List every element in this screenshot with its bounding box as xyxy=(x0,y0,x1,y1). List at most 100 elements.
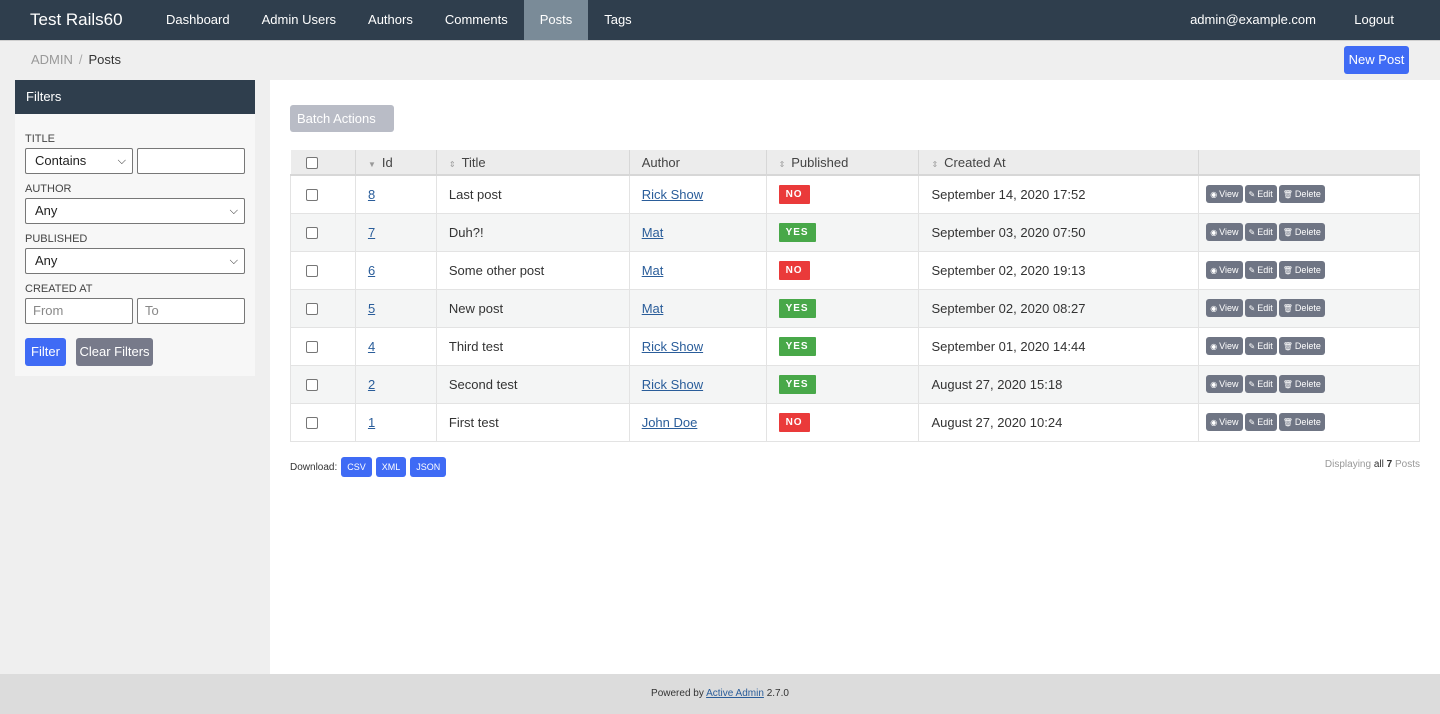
delete-button[interactable]: 🗑 Delete xyxy=(1278,337,1325,355)
author-link[interactable]: Rick Show xyxy=(641,376,704,392)
author-link[interactable]: Rick Show xyxy=(641,338,704,354)
eye-icon: ◉ xyxy=(1210,380,1218,389)
row-checkbox[interactable] xyxy=(306,341,318,354)
view-button[interactable]: ◉ View xyxy=(1206,223,1243,241)
nav-posts[interactable]: Posts xyxy=(523,0,589,40)
delete-button[interactable]: 🗑 Delete xyxy=(1278,375,1325,393)
status-badge: YES xyxy=(778,298,816,318)
row-select-cell xyxy=(290,250,356,290)
column-published-label: Published xyxy=(791,154,849,170)
view-button[interactable]: ◉ View xyxy=(1206,413,1243,431)
author-link[interactable]: Rick Show xyxy=(641,186,704,202)
table-row: 2 Second test Rick Show YES August 27, 2020 … xyxy=(290,364,1420,404)
column-created-at[interactable]: ⇕ Created At xyxy=(918,150,1200,176)
post-id-link[interactable]: 1 xyxy=(367,414,376,430)
view-button[interactable]: ◉ View xyxy=(1206,261,1243,279)
view-button[interactable]: ◉ View xyxy=(1206,337,1243,355)
view-button[interactable]: ◉ View xyxy=(1206,185,1243,204)
eye-icon: ◉ xyxy=(1210,304,1218,313)
delete-label: Delete xyxy=(1294,379,1321,389)
edit-button[interactable]: ✎ Edit xyxy=(1244,413,1277,431)
delete-button[interactable]: 🗑 Delete xyxy=(1278,223,1325,241)
row-checkbox[interactable] xyxy=(306,303,318,316)
row-checkbox[interactable] xyxy=(306,265,318,278)
download-xml-button[interactable]: XML xyxy=(375,457,407,477)
column-published[interactable]: ⇕ Published xyxy=(766,150,920,176)
edit-button[interactable]: ✎ Edit xyxy=(1244,261,1277,279)
edit-button[interactable]: ✎ Edit xyxy=(1244,223,1277,241)
row-checkbox[interactable] xyxy=(306,227,318,240)
edit-button[interactable]: ✎ Edit xyxy=(1244,337,1277,355)
delete-label: Delete xyxy=(1294,341,1321,351)
post-id-link[interactable]: 7 xyxy=(367,224,376,240)
status-badge: YES xyxy=(778,336,816,356)
column-id[interactable]: ▼ Id xyxy=(355,150,437,176)
clear-filters-button[interactable]: Clear Filters xyxy=(76,338,153,366)
sort-icon: ⇕ xyxy=(778,159,786,169)
top-navbar: Test Rails60 Dashboard Admin Users Autho… xyxy=(0,0,1440,40)
column-title[interactable]: ⇕ Title xyxy=(436,150,630,176)
breadcrumb-admin[interactable]: ADMIN xyxy=(31,52,73,67)
title-filter-input[interactable] xyxy=(137,148,245,174)
post-id-link[interactable]: 8 xyxy=(367,186,376,202)
created-to-input[interactable]: To xyxy=(137,298,245,324)
post-id-link[interactable]: 6 xyxy=(367,262,376,278)
delete-button[interactable]: 🗑 Delete xyxy=(1278,185,1325,204)
title-operator-select[interactable]: Contains ⌵ xyxy=(25,148,133,174)
edit-button[interactable]: ✎ Edit xyxy=(1244,375,1277,393)
delete-label: Delete xyxy=(1294,227,1321,237)
author-link[interactable]: John Doe xyxy=(641,414,698,430)
created-at-cell: September 02, 2020 19:13 xyxy=(918,250,1200,290)
author-link[interactable]: Mat xyxy=(641,300,664,316)
edit-label: Edit xyxy=(1257,417,1273,427)
select-all-checkbox[interactable] xyxy=(305,157,318,170)
download-json-button[interactable]: JSON xyxy=(410,457,447,477)
published-cell: NO xyxy=(765,174,920,214)
row-checkbox[interactable] xyxy=(306,379,318,392)
author-filter-select[interactable]: Any ⌵ xyxy=(25,198,245,224)
eye-icon: ◉ xyxy=(1210,342,1218,351)
view-button[interactable]: ◉ View xyxy=(1206,375,1243,393)
created-from-input[interactable]: From xyxy=(25,298,133,324)
breadcrumb: ADMIN / Posts xyxy=(31,52,121,67)
trash-icon: 🗑 xyxy=(1282,266,1293,275)
filter-button[interactable]: Filter xyxy=(25,338,66,366)
author-cell: Rick Show xyxy=(628,364,767,404)
author-link[interactable]: Mat xyxy=(641,262,664,278)
post-id-link[interactable]: 2 xyxy=(367,376,376,392)
nav-tags[interactable]: Tags xyxy=(604,12,632,27)
pencil-icon: ✎ xyxy=(1248,380,1256,389)
main-content: Batch Actions ▼ Id ⇕ Title Author ⇕ Publish… xyxy=(270,80,1440,674)
post-id-link[interactable]: 5 xyxy=(367,300,376,316)
row-select-cell xyxy=(290,212,356,252)
view-button[interactable]: ◉ View xyxy=(1206,299,1243,317)
nav-dashboard[interactable]: Dashboard xyxy=(166,12,230,27)
status-badge: NO xyxy=(778,412,810,432)
new-post-button[interactable]: New Post xyxy=(1344,46,1409,74)
active-admin-link[interactable]: Active Admin xyxy=(706,688,764,699)
current-user-link[interactable]: admin@example.com xyxy=(1190,12,1316,27)
site-title[interactable]: Test Rails60 xyxy=(30,10,123,29)
post-id-link[interactable]: 4 xyxy=(367,338,376,354)
created-at-cell: August 27, 2020 15:18 xyxy=(918,364,1200,404)
logout-link[interactable]: Logout xyxy=(1354,12,1394,27)
delete-button[interactable]: 🗑 Delete xyxy=(1278,413,1325,431)
created-at-cell: August 27, 2020 10:24 xyxy=(918,402,1200,442)
author-link[interactable]: Mat xyxy=(641,224,664,240)
id-cell: 5 xyxy=(354,288,437,328)
table-row: 6 Some other post Mat NO September 02, 2020 … xyxy=(290,250,1420,290)
edit-button[interactable]: ✎ Edit xyxy=(1244,299,1277,317)
delete-button[interactable]: 🗑 Delete xyxy=(1278,299,1325,317)
nav-comments[interactable]: Comments xyxy=(444,12,508,27)
row-checkbox[interactable] xyxy=(306,417,318,430)
column-created-at-label: Created At xyxy=(944,154,1006,170)
delete-button[interactable]: 🗑 Delete xyxy=(1278,261,1325,279)
download-csv-button[interactable]: CSV xyxy=(341,457,372,477)
batch-actions-button[interactable]: Batch Actions xyxy=(290,105,394,132)
edit-button[interactable]: ✎ Edit xyxy=(1244,185,1277,204)
nav-admin-users[interactable]: Admin Users xyxy=(261,12,337,27)
nav-authors[interactable]: Authors xyxy=(368,12,413,27)
table-row: 1 First test John Doe NO August 27, 2020 10:… xyxy=(290,402,1420,442)
row-checkbox[interactable] xyxy=(306,189,318,202)
published-filter-select[interactable]: Any ⌵ xyxy=(25,248,245,274)
